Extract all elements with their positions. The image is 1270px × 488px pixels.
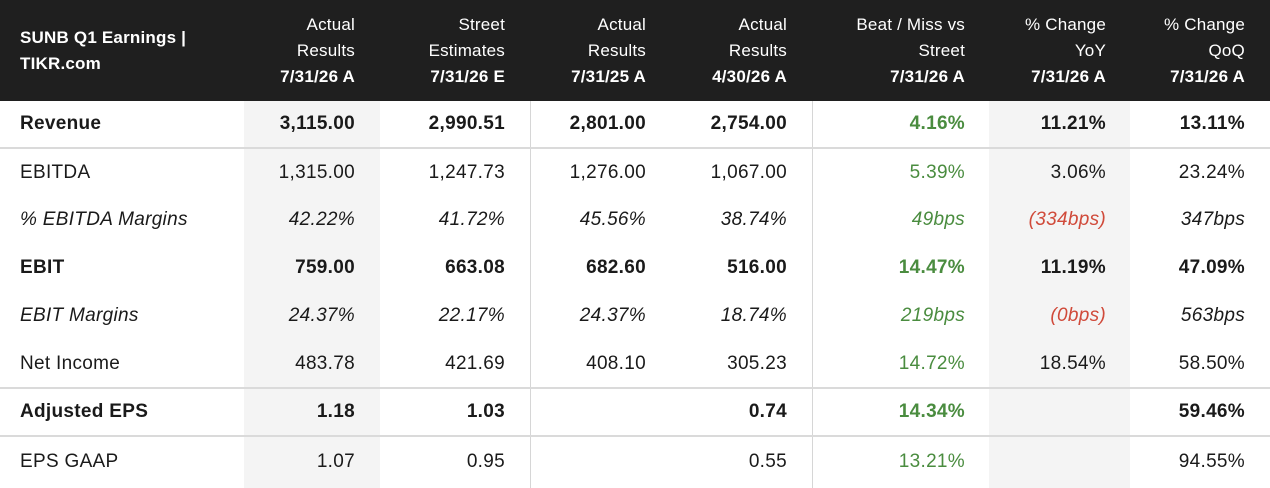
table-cell: 1.03 xyxy=(380,388,530,437)
table-cell: 1.18 xyxy=(244,388,380,437)
table-cell: 421.69 xyxy=(380,340,530,389)
table-cell: 1,276.00 xyxy=(569,161,646,183)
table-cell: 2,801.00 xyxy=(530,101,671,149)
table-row-ebitda: EBITDA 1,315.00 1,247.73 1,276.00 1,067.… xyxy=(0,148,1270,196)
table-cell: 4.16% xyxy=(812,101,990,149)
table-cell: 14.47% xyxy=(898,257,965,278)
table-row-ebit-margins: EBIT Margins 24.37% 22.17% 24.37% 18.74%… xyxy=(0,292,1270,340)
table-cell: 0.74 xyxy=(671,388,812,437)
table-cell: 1,247.73 xyxy=(428,161,505,183)
table-cell: 759.00 xyxy=(295,257,355,278)
row-label: EBIT Margins xyxy=(20,305,139,326)
table-cell: 14.72% xyxy=(812,340,990,389)
column-divider xyxy=(812,101,813,488)
table-cell: 1,315.00 xyxy=(278,161,355,183)
table-cell: 49bps xyxy=(911,209,965,230)
table-cell: 58.50% xyxy=(1131,340,1270,389)
column-header: Street Estimates 7/31/26 E xyxy=(428,14,505,86)
table-title: SUNB Q1 Earnings | TIKR.com xyxy=(20,27,187,73)
column-header: Actual Results 4/30/26 A xyxy=(712,14,787,86)
table-cell: 24.37% xyxy=(288,305,355,326)
column-header: % Change QoQ 7/31/26 A xyxy=(1164,14,1245,86)
table-cell: 0.55 xyxy=(748,450,787,472)
table-cell: 18.54% xyxy=(990,340,1131,389)
header-row: SUNB Q1 Earnings | TIKR.com Actual Result… xyxy=(0,0,1270,101)
table-row-revenue: Revenue 3,115.00 2,990.51 2,801.00 2,754… xyxy=(0,101,1270,149)
table-cell: 5.39% xyxy=(909,161,965,183)
column-divider xyxy=(530,101,531,488)
table-cell: 45.56% xyxy=(579,209,646,230)
table-cell: 14.34% xyxy=(812,388,990,437)
table-cell: 2,990.51 xyxy=(380,101,530,149)
column-header: Actual Results 7/31/26 A xyxy=(280,14,355,86)
table-cell: 11.21% xyxy=(990,101,1131,149)
table-cell xyxy=(530,436,671,486)
table-cell: 41.72% xyxy=(438,209,505,230)
table-cell: 1.07 xyxy=(316,450,355,472)
table-cell: 516.00 xyxy=(727,257,787,278)
table-cell: 59.46% xyxy=(1131,388,1270,437)
table-row-ebitda-margins: % EBITDA Margins 42.22% 41.72% 45.56% 38… xyxy=(0,196,1270,244)
table-cell xyxy=(990,436,1131,486)
table-cell: 24.37% xyxy=(579,305,646,326)
table-cell xyxy=(530,388,671,437)
table-cell: 408.10 xyxy=(530,340,671,389)
table-cell: 94.55% xyxy=(1178,450,1245,472)
table-cell: 347bps xyxy=(1180,209,1245,230)
table-cell: (0bps) xyxy=(1050,305,1106,326)
table-cell: 11.19% xyxy=(1040,257,1106,278)
table-cell: 2,754.00 xyxy=(671,101,812,149)
table-cell xyxy=(990,388,1131,437)
table-cell: 3,115.00 xyxy=(244,101,380,149)
table-cell: 305.23 xyxy=(671,340,812,389)
table-cell: 13.21% xyxy=(898,450,965,472)
row-label: Adjusted EPS xyxy=(0,388,244,437)
table-cell: 682.60 xyxy=(586,257,646,278)
table-cell: 13.11% xyxy=(1131,101,1270,149)
table-cell: 38.74% xyxy=(720,209,787,230)
table-cell: 663.08 xyxy=(445,257,505,278)
column-header: Actual Results 7/31/25 A xyxy=(571,14,646,86)
row-label: EPS GAAP xyxy=(20,450,119,472)
row-label: Net Income xyxy=(0,340,244,389)
table-row-ebit: EBIT 759.00 663.08 682.60 516.00 14.47% … xyxy=(0,244,1270,292)
row-label: EBITDA xyxy=(20,161,91,183)
table-cell: 42.22% xyxy=(288,209,355,230)
table-row-net-income: Net Income 483.78 421.69 408.10 305.23 1… xyxy=(0,340,1270,389)
table-cell: 563bps xyxy=(1180,305,1245,326)
table-cell: 3.06% xyxy=(1050,161,1106,183)
table-row-eps-gaap: EPS GAAP 1.07 0.95 0.55 13.21% 94.55% xyxy=(0,436,1270,486)
column-header: % Change YoY 7/31/26 A xyxy=(1025,14,1106,86)
row-label: EBIT xyxy=(20,257,65,278)
row-label: % EBITDA Margins xyxy=(20,209,188,230)
table-cell: 23.24% xyxy=(1178,161,1245,183)
table-cell: 219bps xyxy=(900,305,965,326)
table-cell: 1,067.00 xyxy=(710,161,787,183)
table-cell: (334bps) xyxy=(1028,209,1106,230)
table-row-adjusted-eps: Adjusted EPS 1.18 1.03 0.74 14.34% 59.46… xyxy=(0,388,1270,437)
table-cell: 483.78 xyxy=(244,340,380,389)
row-label: Revenue xyxy=(0,101,244,149)
column-header: Beat / Miss vs Street 7/31/26 A xyxy=(856,14,965,86)
table-cell: 18.74% xyxy=(720,305,787,326)
table-cell: 22.17% xyxy=(438,305,505,326)
table-cell: 0.95 xyxy=(466,450,505,472)
table-cell: 47.09% xyxy=(1178,257,1245,278)
